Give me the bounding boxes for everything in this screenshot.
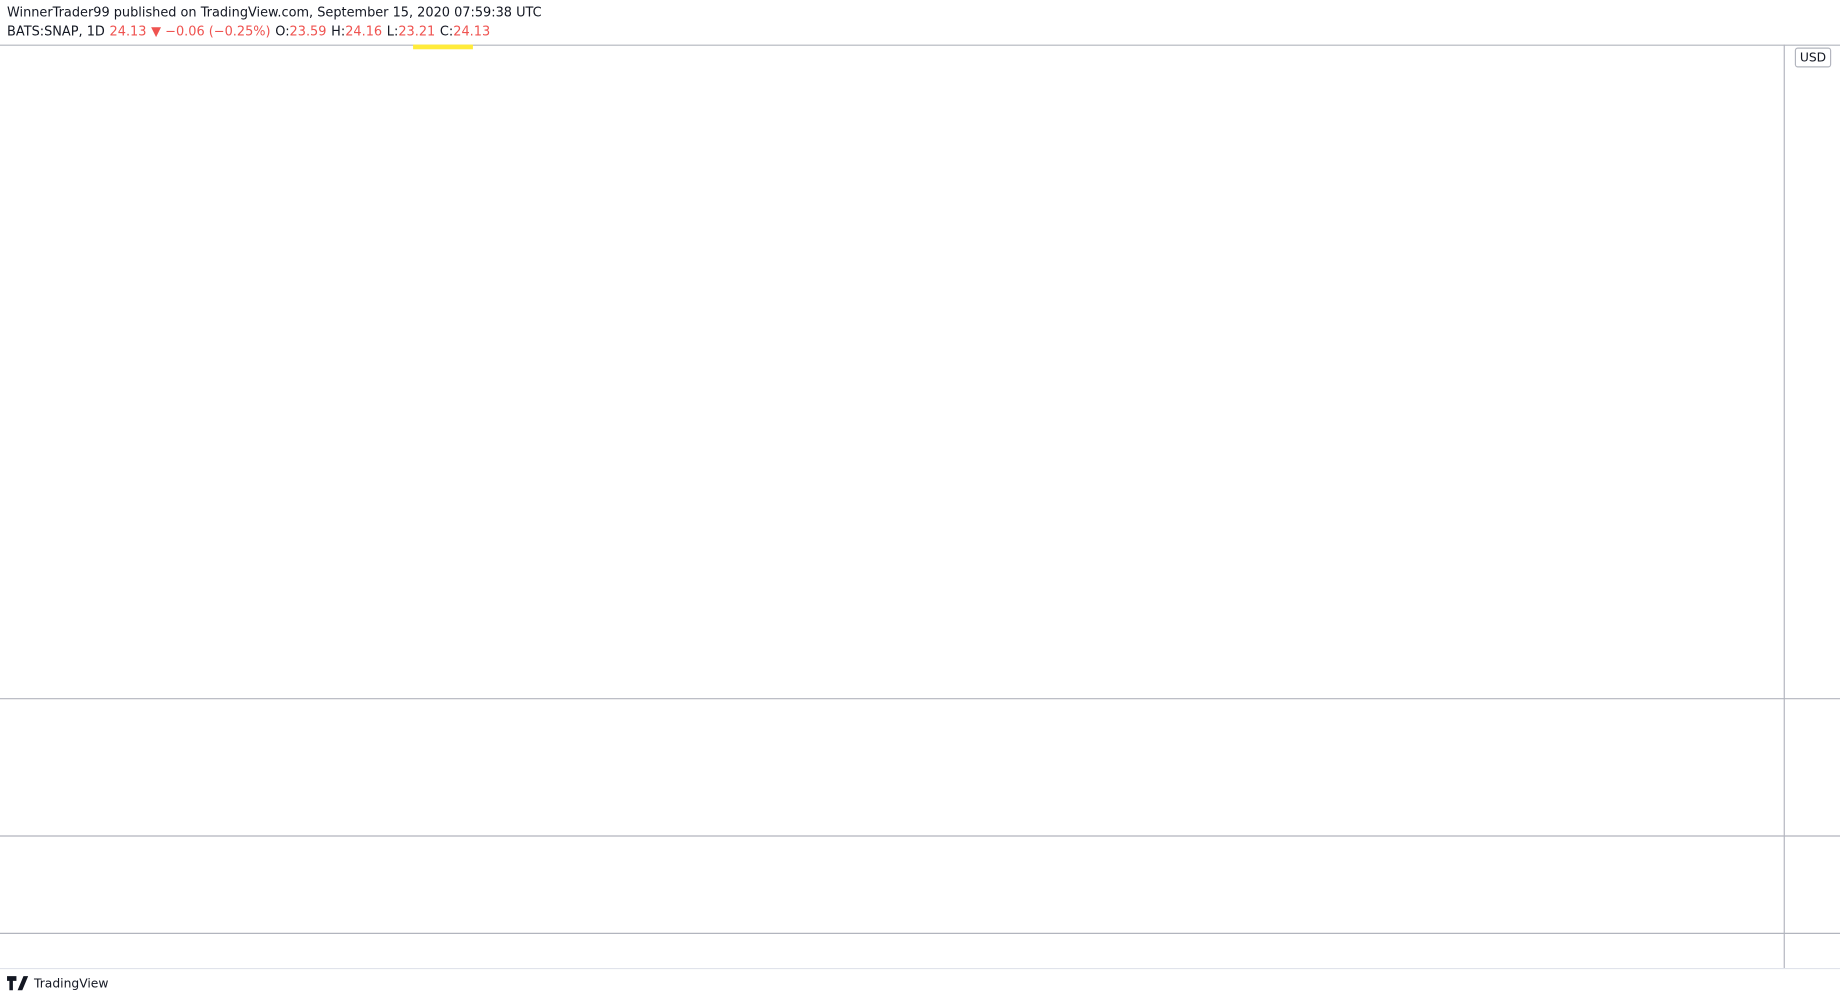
ohlc-value: 23.59 xyxy=(290,24,327,39)
ohlc-label: H: xyxy=(331,24,345,39)
ohlc-label: L: xyxy=(387,24,399,39)
publisher-line: WinnerTrader99 published on TradingView.… xyxy=(7,5,542,20)
brand: TradingView xyxy=(33,976,108,990)
ohlc-value: 23.21 xyxy=(398,24,435,39)
brand-logo: TradingView xyxy=(7,976,108,990)
logo-icon xyxy=(7,976,29,991)
ohlc-label: O: xyxy=(275,24,289,39)
currency: USD xyxy=(1800,51,1826,65)
highlight-bar xyxy=(413,44,473,50)
last-price: 24.13 xyxy=(110,24,147,39)
ohlc-value: 24.13 xyxy=(453,24,490,39)
axis-layer: USD xyxy=(0,44,1840,970)
ohlc-value: 24.16 xyxy=(345,24,382,39)
currency-box xyxy=(1794,47,1832,68)
symbol: BATS:SNAP, 1D xyxy=(7,24,105,39)
symbol-line: BATS:SNAP, 1D 24.13 ▼ −0.06 (−0.25%) O:23.5… xyxy=(7,24,490,39)
ohlc-label: C: xyxy=(440,24,453,39)
change: ▼ −0.06 (−0.25%) xyxy=(151,24,270,39)
